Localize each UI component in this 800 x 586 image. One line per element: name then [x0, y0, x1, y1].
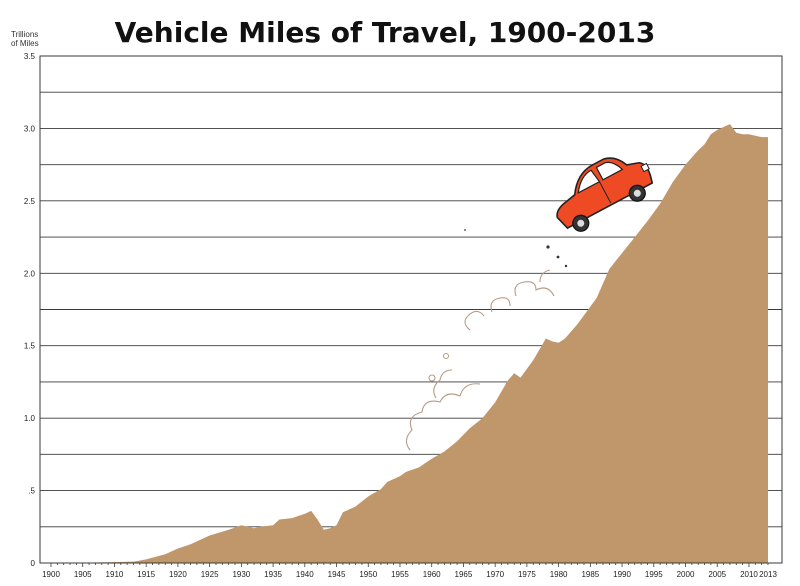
area-fill [51, 124, 768, 563]
x-tick-label: 1980 [550, 570, 568, 579]
y-tick-label: 0 [31, 559, 36, 568]
x-tick-label: 2000 [677, 570, 695, 579]
red-car-icon [556, 157, 654, 232]
y-tick-label: 1.5 [24, 342, 36, 351]
x-tick-label: 1965 [455, 570, 473, 579]
x-tick-label: 2005 [708, 570, 726, 579]
x-tick-label: 1905 [74, 570, 92, 579]
y-tick-label: 2.5 [24, 197, 36, 206]
chart-title: Vehicle Miles of Travel, 1900-2013 [115, 16, 656, 49]
x-tick-label: 1930 [232, 570, 250, 579]
x-tick-label: 1955 [391, 570, 409, 579]
x-tick-label: 1990 [613, 570, 631, 579]
unit-label-line1: Trillions [11, 30, 38, 39]
y-axis-ticks: 0 .5 1.0 1.5 2.0 2.5 3.0 3.5 [24, 52, 36, 568]
y-tick-label: 3.5 [24, 52, 36, 61]
area-series [51, 124, 768, 563]
x-tick-label: 1925 [201, 570, 219, 579]
x-axis-ticks: 1900 1905 1910 1915 1920 1925 1930 1935 1940 1945… [42, 563, 777, 579]
unit-label-line2: of Miles [11, 39, 39, 48]
x-tick-label: 1940 [296, 570, 314, 579]
x-tick-label: 1960 [423, 570, 441, 579]
x-tick-label: 1900 [42, 570, 60, 579]
plot-border [39, 55, 783, 564]
plot-frame [39, 55, 783, 564]
y-tick-label: 1.0 [24, 414, 36, 423]
x-tick-label: 1970 [486, 570, 504, 579]
x-tick-label: 1915 [137, 570, 155, 579]
x-tick-label: 1995 [645, 570, 663, 579]
x-tick-label: 1910 [106, 570, 124, 579]
x-tick-label: 1950 [359, 570, 377, 579]
x-tick-label: 1935 [264, 570, 282, 579]
x-tick-label: 1920 [169, 570, 187, 579]
x-tick-label: 1975 [518, 570, 536, 579]
exhaust-cloud-icon [405, 229, 568, 451]
y-tick-label: 2.0 [24, 269, 36, 278]
x-tick-label: 2013 [759, 570, 777, 579]
y-tick-label: .5 [28, 487, 35, 496]
x-tick-label: 2010 [740, 570, 758, 579]
grid-lines [40, 91, 782, 528]
y-tick-label: 3.0 [24, 124, 36, 133]
x-tick-label: 1985 [581, 570, 599, 579]
x-tick-label: 1945 [328, 570, 346, 579]
